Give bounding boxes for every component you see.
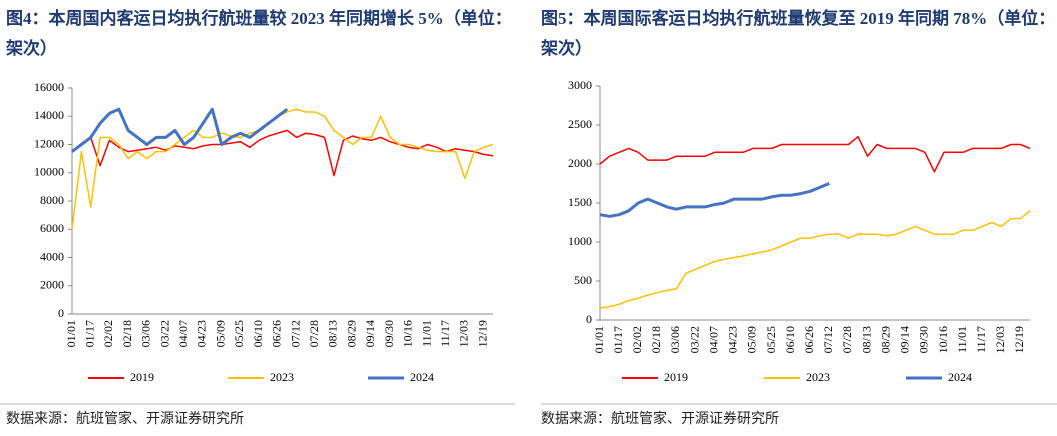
legend-label: 2024: [948, 370, 972, 384]
y-tick-label: 0: [586, 312, 592, 326]
y-tick-label: 3000: [568, 78, 592, 92]
x-tick-label: 12/03: [457, 320, 471, 347]
y-tick-label: 4000: [40, 249, 64, 263]
x-tick-label: 10/16: [401, 320, 415, 347]
y-tick-label: 2500: [568, 117, 592, 131]
x-tick-label: 04/23: [195, 320, 209, 347]
line-series: [599, 182, 830, 218]
x-tick-label: 11/01: [419, 320, 433, 347]
legend-label: 2019: [130, 370, 154, 384]
y-tick-label: 2000: [568, 156, 592, 170]
x-tick-label: 03/06: [139, 320, 153, 347]
x-tick-label: 11/17: [438, 320, 452, 347]
x-tick-label: 05/09: [745, 326, 759, 353]
x-tick-label: 08/29: [878, 326, 892, 353]
x-tick-label: 01/17: [82, 320, 96, 347]
x-tick-label: 12/19: [475, 320, 489, 347]
x-tick-label: 09/14: [363, 320, 377, 347]
x-tick-label: 09/14: [898, 326, 912, 353]
line-series: [599, 210, 1031, 310]
x-tick-label: 12/03: [993, 326, 1007, 353]
x-tick-label: 04/23: [726, 326, 740, 353]
line-series: [599, 135, 1031, 173]
y-tick-label: 0: [58, 306, 64, 320]
legend-label: 2019: [664, 370, 688, 384]
legend-label: 2023: [806, 370, 830, 384]
y-tick-label: 2000: [40, 278, 64, 292]
source: 数据来源：航班管家、开源证券研究所: [541, 412, 779, 427]
x-tick-label: 08/13: [326, 320, 340, 347]
x-tick-label: 07/28: [840, 326, 854, 353]
x-tick-label: 06/10: [783, 326, 797, 353]
line-series: [71, 108, 494, 230]
x-tick-label: 06/26: [802, 326, 816, 353]
legend-label: 2024: [410, 370, 434, 384]
y-tick-label: 12000: [34, 136, 64, 150]
x-tick-label: 05/25: [764, 326, 778, 353]
x-tick-label: 04/07: [176, 320, 190, 347]
x-tick-label: 04/07: [706, 326, 720, 353]
y-tick-label: 500: [574, 273, 592, 287]
x-tick-label: 03/22: [687, 326, 701, 353]
x-tick-label: 03/22: [157, 320, 171, 347]
source: 数据来源：航班管家、开源证券研究所: [6, 412, 244, 427]
y-tick-label: 10000: [34, 165, 64, 179]
x-tick-label: 06/26: [270, 320, 284, 347]
x-tick-label: 06/10: [251, 320, 265, 347]
x-tick-label: 02/18: [120, 320, 134, 347]
x-tick-label: 05/09: [213, 320, 227, 347]
x-tick-label: 12/19: [1012, 326, 1026, 353]
x-tick-label: 02/02: [630, 326, 644, 353]
chart-title: 图4：本周国内客运日均执行航班量较 2023 年同期增长 5%（单位：架次）: [6, 9, 512, 58]
line-series: [71, 129, 494, 177]
y-tick-label: 16000: [34, 80, 64, 94]
legend-label: 2023: [270, 370, 294, 384]
x-tick-label: 07/12: [288, 320, 302, 347]
x-tick-label: 01/01: [592, 326, 606, 353]
x-tick-label: 02/02: [101, 320, 115, 347]
x-tick-label: 11/01: [955, 326, 969, 353]
y-tick-label: 14000: [34, 108, 64, 122]
x-tick-label: 07/28: [307, 320, 321, 347]
x-tick-label: 02/18: [649, 326, 663, 353]
x-tick-label: 10/16: [936, 326, 950, 353]
x-tick-label: 01/01: [64, 320, 78, 347]
x-tick-label: 08/13: [859, 326, 873, 353]
x-tick-label: 07/12: [821, 326, 835, 353]
line-series: [71, 107, 289, 153]
x-tick-label: 08/29: [344, 320, 358, 347]
y-tick-label: 1000: [568, 234, 592, 248]
y-tick-label: 8000: [40, 193, 64, 207]
y-tick-label: 1500: [568, 195, 592, 209]
y-tick-label: 6000: [40, 221, 64, 235]
x-tick-label: 11/17: [974, 326, 988, 353]
x-tick-label: 05/25: [232, 320, 246, 347]
x-tick-label: 03/06: [668, 326, 682, 353]
chart-title: 图5：本周国际客运日均执行航班量恢复至 2019 年同期 78%（单位：架次）: [541, 9, 1056, 58]
x-tick-label: 09/30: [382, 320, 396, 347]
x-tick-label: 01/17: [611, 326, 625, 353]
x-tick-label: 09/30: [917, 326, 931, 353]
